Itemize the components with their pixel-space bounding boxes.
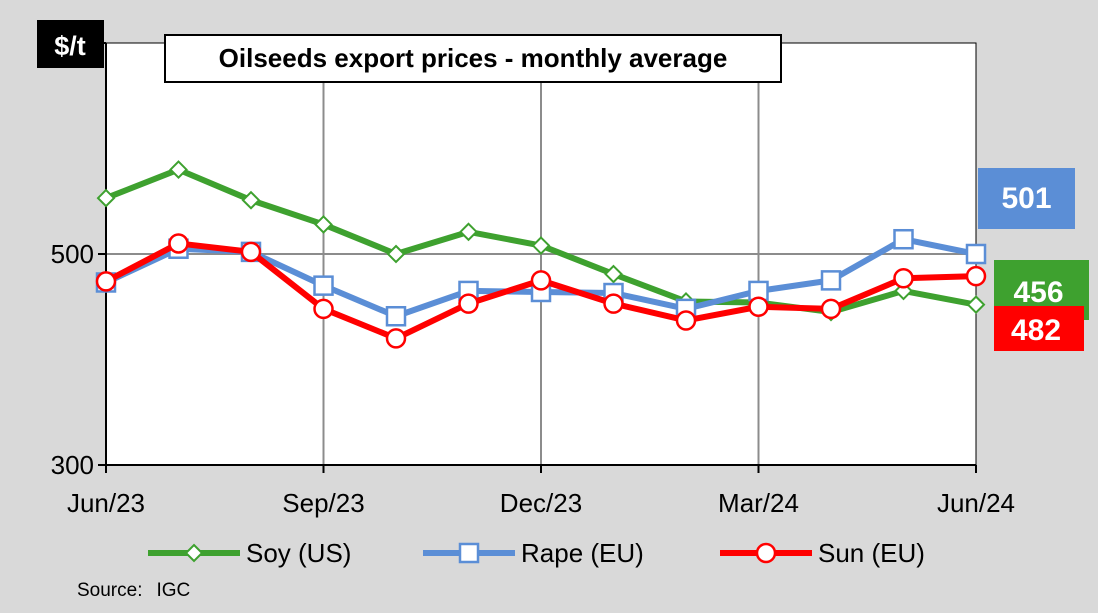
- data-point-soy-us: [459, 222, 478, 242]
- data-point-sun-eu: [965, 265, 987, 287]
- end-value-badges: 501 456 482: [978, 168, 1089, 351]
- data-point-soy-us: [241, 190, 261, 210]
- legend-item-soy-us: Soy (US): [148, 538, 351, 568]
- series-group: [95, 160, 987, 349]
- source-note: Source: IGC: [77, 580, 190, 601]
- data-point-soy-us: [386, 244, 406, 264]
- legend-label: Sun (EU): [818, 538, 925, 568]
- end-badge-box: [994, 306, 1084, 351]
- source-value: IGC: [156, 580, 190, 601]
- data-point-sun-eu: [385, 328, 407, 349]
- data-point-sun-eu: [313, 298, 334, 320]
- data-point-sun-eu: [530, 270, 552, 291]
- data-point-soy-us: [314, 215, 333, 234]
- end-value-label: 456: [1013, 276, 1063, 309]
- legend-marker: [755, 542, 777, 564]
- chart-title: Oilseeds export prices - monthly average: [219, 43, 728, 73]
- end-value-label: 482: [1011, 314, 1061, 347]
- data-point-sun-eu: [240, 241, 262, 263]
- data-point-sun-eu: [748, 296, 769, 317]
- end-value-label: 501: [1001, 182, 1051, 215]
- axes: [98, 42, 977, 473]
- chart-title-box: [164, 34, 782, 83]
- data-point-sun-eu: [168, 233, 189, 254]
- x-tick-label: Sep/23: [282, 488, 364, 518]
- legend: Soy (US) Rape (EU) Sun (EU): [148, 538, 925, 568]
- data-point-sun-eu: [820, 298, 842, 320]
- source-label: Source:: [77, 580, 142, 601]
- legend-item-rape-eu: Rape (EU): [423, 538, 644, 568]
- data-point-sun-eu: [95, 271, 117, 292]
- data-point-soy-us: [531, 236, 551, 255]
- data-point-rape-eu: [893, 228, 914, 250]
- x-tick-label: Jun/24: [937, 488, 1015, 518]
- data-point-rape-eu: [965, 243, 987, 265]
- unit-label: $/t: [54, 31, 86, 61]
- legend-marker: [184, 543, 204, 563]
- data-point-soy-us: [169, 160, 188, 180]
- data-point-soy-us: [966, 295, 986, 315]
- series-sun-eu: [95, 233, 987, 349]
- legend-item-sun-eu: Sun (EU): [720, 538, 925, 568]
- data-point-sun-eu: [675, 310, 697, 331]
- x-tick-label: Dec/23: [500, 488, 582, 518]
- y-tick-label: 500: [51, 239, 94, 269]
- legend-label: Soy (US): [246, 538, 351, 568]
- data-point-soy-us: [96, 188, 116, 208]
- data-point-sun-eu: [893, 268, 914, 289]
- data-point-rape-eu: [385, 305, 407, 327]
- x-tick-label: Mar/24: [718, 488, 799, 518]
- data-point-rape-eu: [820, 270, 842, 291]
- y-tick-label: 300: [51, 450, 94, 480]
- unit-label-box: [37, 20, 104, 68]
- end-badge-box: [978, 168, 1075, 229]
- data-point-sun-eu: [458, 293, 479, 314]
- legend-marker: [458, 542, 480, 564]
- data-point-rape-eu: [313, 275, 334, 296]
- data-point-sun-eu: [603, 293, 624, 314]
- x-tick-label: Jun/23: [67, 488, 145, 518]
- data-point-soy-us: [604, 264, 623, 284]
- legend-label: Rape (EU): [521, 538, 644, 568]
